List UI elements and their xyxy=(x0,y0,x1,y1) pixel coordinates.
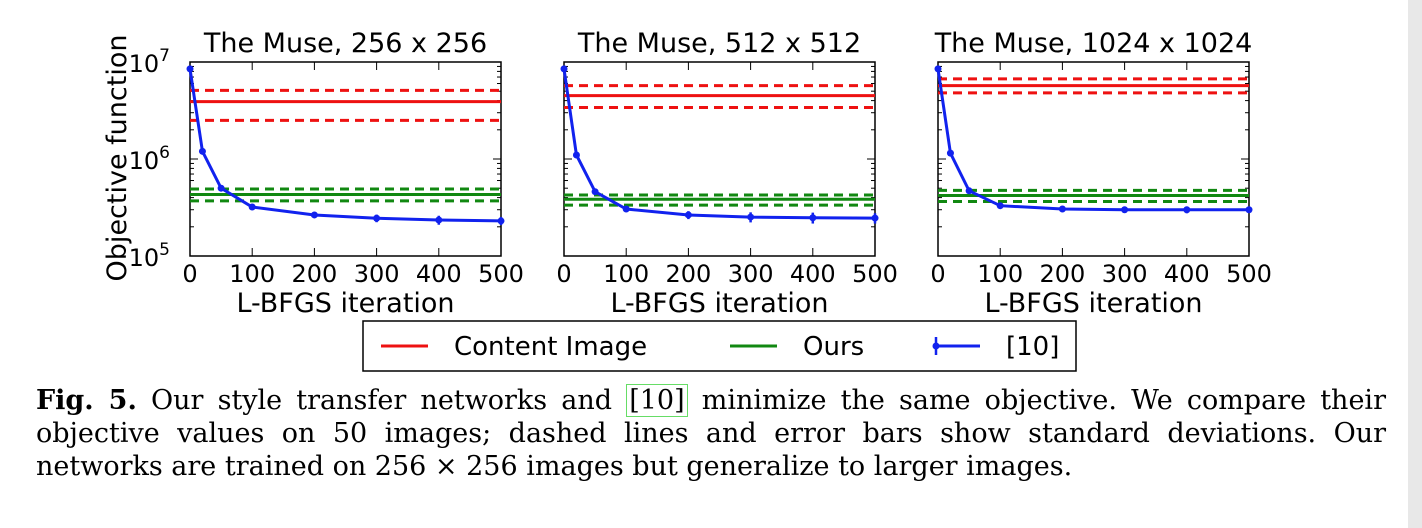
data-point xyxy=(1245,206,1253,214)
data-point xyxy=(1121,206,1129,214)
x-tick-label: 300 xyxy=(728,260,774,288)
data-point xyxy=(217,184,225,192)
plot-frame xyxy=(937,61,1250,257)
x-tick-label: 400 xyxy=(416,260,462,288)
x-tick-label: 200 xyxy=(291,260,337,288)
legend-label-baseline: [10] xyxy=(1006,332,1059,362)
data-point xyxy=(965,187,973,195)
plot-frame xyxy=(189,61,502,257)
series-line-baseline xyxy=(562,68,876,220)
data-point xyxy=(934,65,942,73)
x-tick-label: 300 xyxy=(1102,260,1148,288)
data-point xyxy=(497,217,505,225)
data-point xyxy=(747,213,755,221)
caption-text-2: minimize the same objective. We compare … xyxy=(36,385,1386,482)
page-edge xyxy=(1408,0,1422,528)
data-point xyxy=(373,214,381,222)
y-tick-label: 107 xyxy=(129,46,170,78)
x-tick-label: 500 xyxy=(852,260,898,288)
x-tick-label: 0 xyxy=(930,260,945,288)
x-tick-label: 100 xyxy=(977,260,1023,288)
x-tick-label: 0 xyxy=(182,260,197,288)
series-line-baseline xyxy=(936,68,1249,212)
x-tick-label: 400 xyxy=(1164,260,1210,288)
data-point xyxy=(198,147,206,155)
chart-panel-2: 0 100 200 300 400 500 The Muse, 512 x 512 L-BFG… xyxy=(556,28,898,319)
chart-panel-3: 0 100 200 300 400 500 The Muse, 1024 x 1024 L-B… xyxy=(930,28,1272,319)
caption-citation-link[interactable]: [10] xyxy=(626,384,688,417)
data-point xyxy=(572,151,580,159)
x-tick-label: 300 xyxy=(354,260,400,288)
chart-title: The Muse, 512 x 512 xyxy=(577,28,861,59)
data-point xyxy=(946,149,954,157)
x-tick-label: 100 xyxy=(603,260,649,288)
data-point xyxy=(1058,205,1066,213)
data-point xyxy=(684,211,692,219)
legend-label-content-image: Content Image xyxy=(454,332,647,362)
legend-label-ours: Ours xyxy=(803,332,864,362)
caption-label: Fig. 5. xyxy=(36,385,137,416)
data-point xyxy=(186,65,194,73)
data-point xyxy=(809,214,817,222)
data-point xyxy=(435,216,443,224)
series-line-baseline xyxy=(188,68,502,223)
data-point xyxy=(1183,206,1191,214)
x-tick-label: 0 xyxy=(556,260,571,288)
legend-swatch-baseline-marker xyxy=(932,342,940,350)
x-tick-label: 200 xyxy=(1039,260,1085,288)
x-axis-label: L-BFGS iteration xyxy=(984,288,1202,319)
legend: Content Image Ours [10] xyxy=(362,320,1077,372)
x-axis-label: L-BFGS iteration xyxy=(610,288,828,319)
x-tick-label: 400 xyxy=(790,260,836,288)
data-point xyxy=(622,205,630,213)
data-point xyxy=(248,203,256,211)
x-tick-label: 500 xyxy=(1226,260,1272,288)
chart-panels: 0 100 200 300 400 500 105 106 107 The Muse, 256 x… xyxy=(129,28,1272,319)
data-point xyxy=(871,214,879,222)
x-axis-label: L-BFGS iteration xyxy=(236,288,454,319)
y-tick-label: 106 xyxy=(129,143,170,175)
chart-title: The Muse, 256 x 256 xyxy=(203,28,487,59)
y-tick-label: 105 xyxy=(129,240,170,272)
figure-caption: Fig. 5. Our style transfer networks and … xyxy=(36,384,1386,483)
data-point xyxy=(560,65,568,73)
x-tick-label: 500 xyxy=(478,260,524,288)
plot-frame xyxy=(563,61,876,257)
data-point xyxy=(310,211,318,219)
data-point xyxy=(591,188,599,196)
chart-title: The Muse, 1024 x 1024 xyxy=(934,28,1253,59)
x-tick-label: 200 xyxy=(665,260,711,288)
chart-panel-1: 0 100 200 300 400 500 105 106 107 The Muse, 256 x… xyxy=(129,28,524,319)
caption-text-1: Our style transfer networks and xyxy=(136,385,627,416)
data-point xyxy=(996,202,1004,210)
x-tick-label: 100 xyxy=(229,260,275,288)
y-axis-label: Objective function xyxy=(102,35,133,282)
